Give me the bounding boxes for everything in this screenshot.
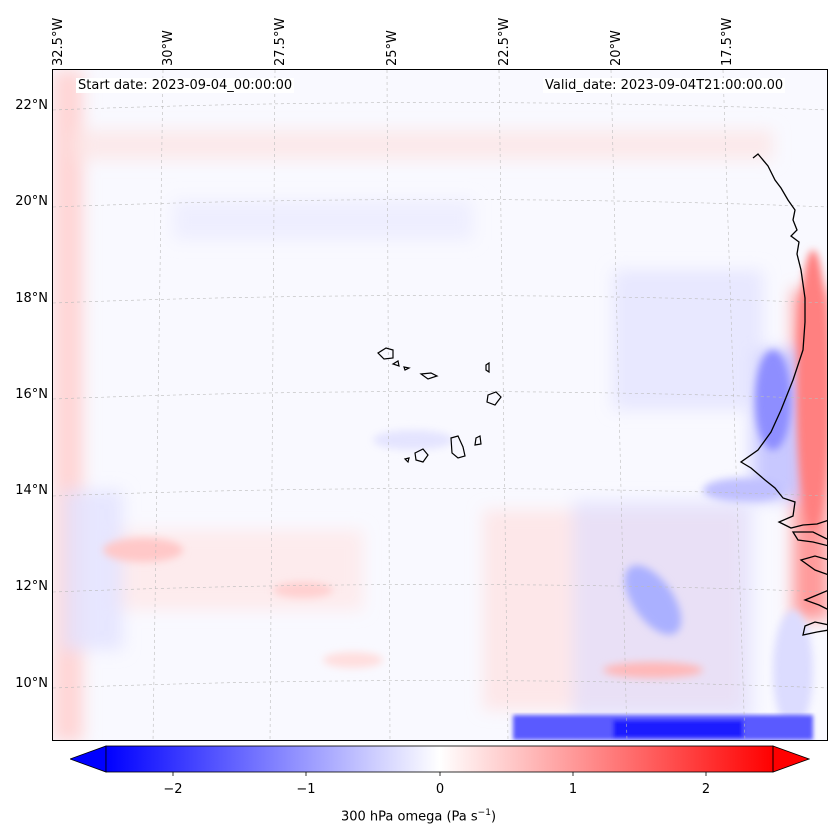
island-santo-antao — [377, 347, 394, 360]
start-date-label: Start date: 2023-09-04_00:00:00 — [76, 78, 295, 93]
colorbar-tick-0: 0 — [435, 782, 445, 797]
island-sao-nicolau — [419, 372, 439, 380]
lon-label-22-5w: 22.5°W — [497, 17, 512, 66]
colorbar-tick-1: 1 — [568, 782, 578, 797]
lon-label-17-5w: 17.5°W — [720, 17, 735, 66]
island-sao-vicente — [391, 360, 400, 367]
shading-strong — [513, 715, 813, 740]
lat-label-18n: 18°N — [15, 291, 48, 306]
lon-label-32-5w: 32.5°W — [51, 17, 66, 66]
colorbar-label: 300 hPa omega (Pa s−1) — [340, 808, 497, 825]
shading-fine — [103, 250, 827, 730]
lon-label-25w: 25°W — [385, 30, 400, 66]
gridlines — [53, 70, 827, 740]
lat-label-20n: 20°N — [15, 194, 48, 209]
lon-label-20w: 20°W — [609, 30, 624, 66]
cape-verde-islands — [377, 347, 502, 464]
island-boa-vista — [486, 391, 502, 406]
island-fogo — [414, 448, 429, 463]
island-sal — [485, 361, 490, 374]
island-maio — [474, 435, 482, 446]
lon-label-30w: 30°W — [161, 30, 176, 66]
island-santa-luzia — [403, 366, 411, 371]
colorbar-min-extend — [70, 745, 107, 773]
island-santiago — [450, 435, 466, 459]
colorbar-tick-2: 2 — [701, 782, 711, 797]
shading-broad — [53, 70, 827, 740]
map-panel — [52, 69, 828, 741]
colorbar-ticks — [172, 772, 707, 776]
lat-label-14n: 14°N — [15, 483, 48, 498]
lat-label-22n: 22°N — [15, 98, 48, 113]
lon-label-27-5w: 27.5°W — [273, 17, 288, 66]
lat-label-10n: 10°N — [15, 676, 48, 691]
omega-field — [53, 70, 827, 740]
colorbar-gradient — [106, 746, 773, 772]
valid-date-label: Valid_date: 2023-09-04T21:00:00.00 — [543, 78, 786, 93]
colorbar-tick-neg1: −1 — [296, 782, 316, 797]
colorbar-max-extend — [772, 745, 810, 773]
lat-label-16n: 16°N — [15, 387, 48, 402]
africa-coastline — [739, 153, 827, 636]
colorbar — [70, 745, 810, 776]
colorbar-tick-neg2: −2 — [163, 782, 183, 797]
lat-label-12n: 12°N — [15, 579, 48, 594]
island-brava — [403, 457, 410, 464]
